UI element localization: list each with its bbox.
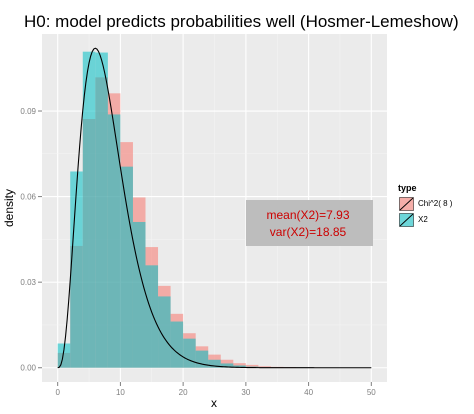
annotation-background — [246, 200, 373, 246]
x-tick-label: 50 — [367, 388, 376, 397]
y-tick-label: 0.09 — [20, 107, 36, 116]
axis-ticks: 0 10 20 30 40 50 0.00 0.03 0.06 0.09 — [20, 107, 376, 397]
x-axis-label: x — [211, 396, 217, 410]
y-tick-label: 0.00 — [20, 364, 36, 373]
legend-keys — [398, 196, 415, 228]
legend-label-chi2: Chi^2( 8 ) — [418, 199, 453, 208]
histogram-bar-x2 — [183, 338, 196, 368]
histogram-bar-x2 — [120, 166, 133, 368]
y-tick-label: 0.06 — [20, 193, 36, 202]
x-tick-label: 30 — [241, 388, 250, 397]
x-tick-label: 40 — [304, 388, 313, 397]
histogram-bar-x2 — [70, 171, 83, 368]
histogram-bar-x2 — [233, 365, 246, 368]
histogram-bar-x2 — [82, 51, 96, 368]
histogram-bar-x2 — [107, 114, 121, 368]
histogram-bar-chi2 — [258, 366, 271, 368]
annotation-var: var(X2)=18.85 — [270, 225, 347, 239]
histogram-bar-chi2 — [245, 364, 259, 368]
legend: type Chi^2( 8 ) X2 — [398, 183, 453, 228]
annotation-mean: mean(X2)=7.93 — [266, 208, 349, 222]
density-curve — [57, 47, 372, 369]
histogram-bar-x2 — [57, 343, 71, 368]
histogram-bar-x2 — [158, 296, 171, 368]
histogram-bar-x2 — [208, 359, 221, 368]
legend-key-line-x2 — [399, 213, 414, 227]
histogram-bar-x2 — [95, 52, 108, 368]
x-tick-label: 0 — [55, 388, 60, 397]
annotation-box: mean(X2)=7.93 var(X2)=18.85 — [246, 200, 373, 246]
x-tick-label: 20 — [179, 388, 188, 397]
density-curve-layer — [57, 47, 372, 369]
chart-title: H0: model predicts probabilities well (H… — [24, 12, 459, 31]
histogram-bar-x2 — [132, 221, 146, 368]
histogram-bar-x2 — [220, 363, 234, 368]
y-tick-label: 0.03 — [20, 278, 36, 287]
legend-label-x2: X2 — [418, 215, 428, 224]
legend-title: type — [398, 183, 417, 193]
y-axis-label: density — [2, 189, 16, 227]
x-tick-label: 10 — [116, 388, 125, 397]
histogram-bar-x2 — [145, 265, 159, 368]
legend-key-line-chi2 — [399, 197, 414, 211]
histogram-bar-x2 — [170, 321, 184, 368]
